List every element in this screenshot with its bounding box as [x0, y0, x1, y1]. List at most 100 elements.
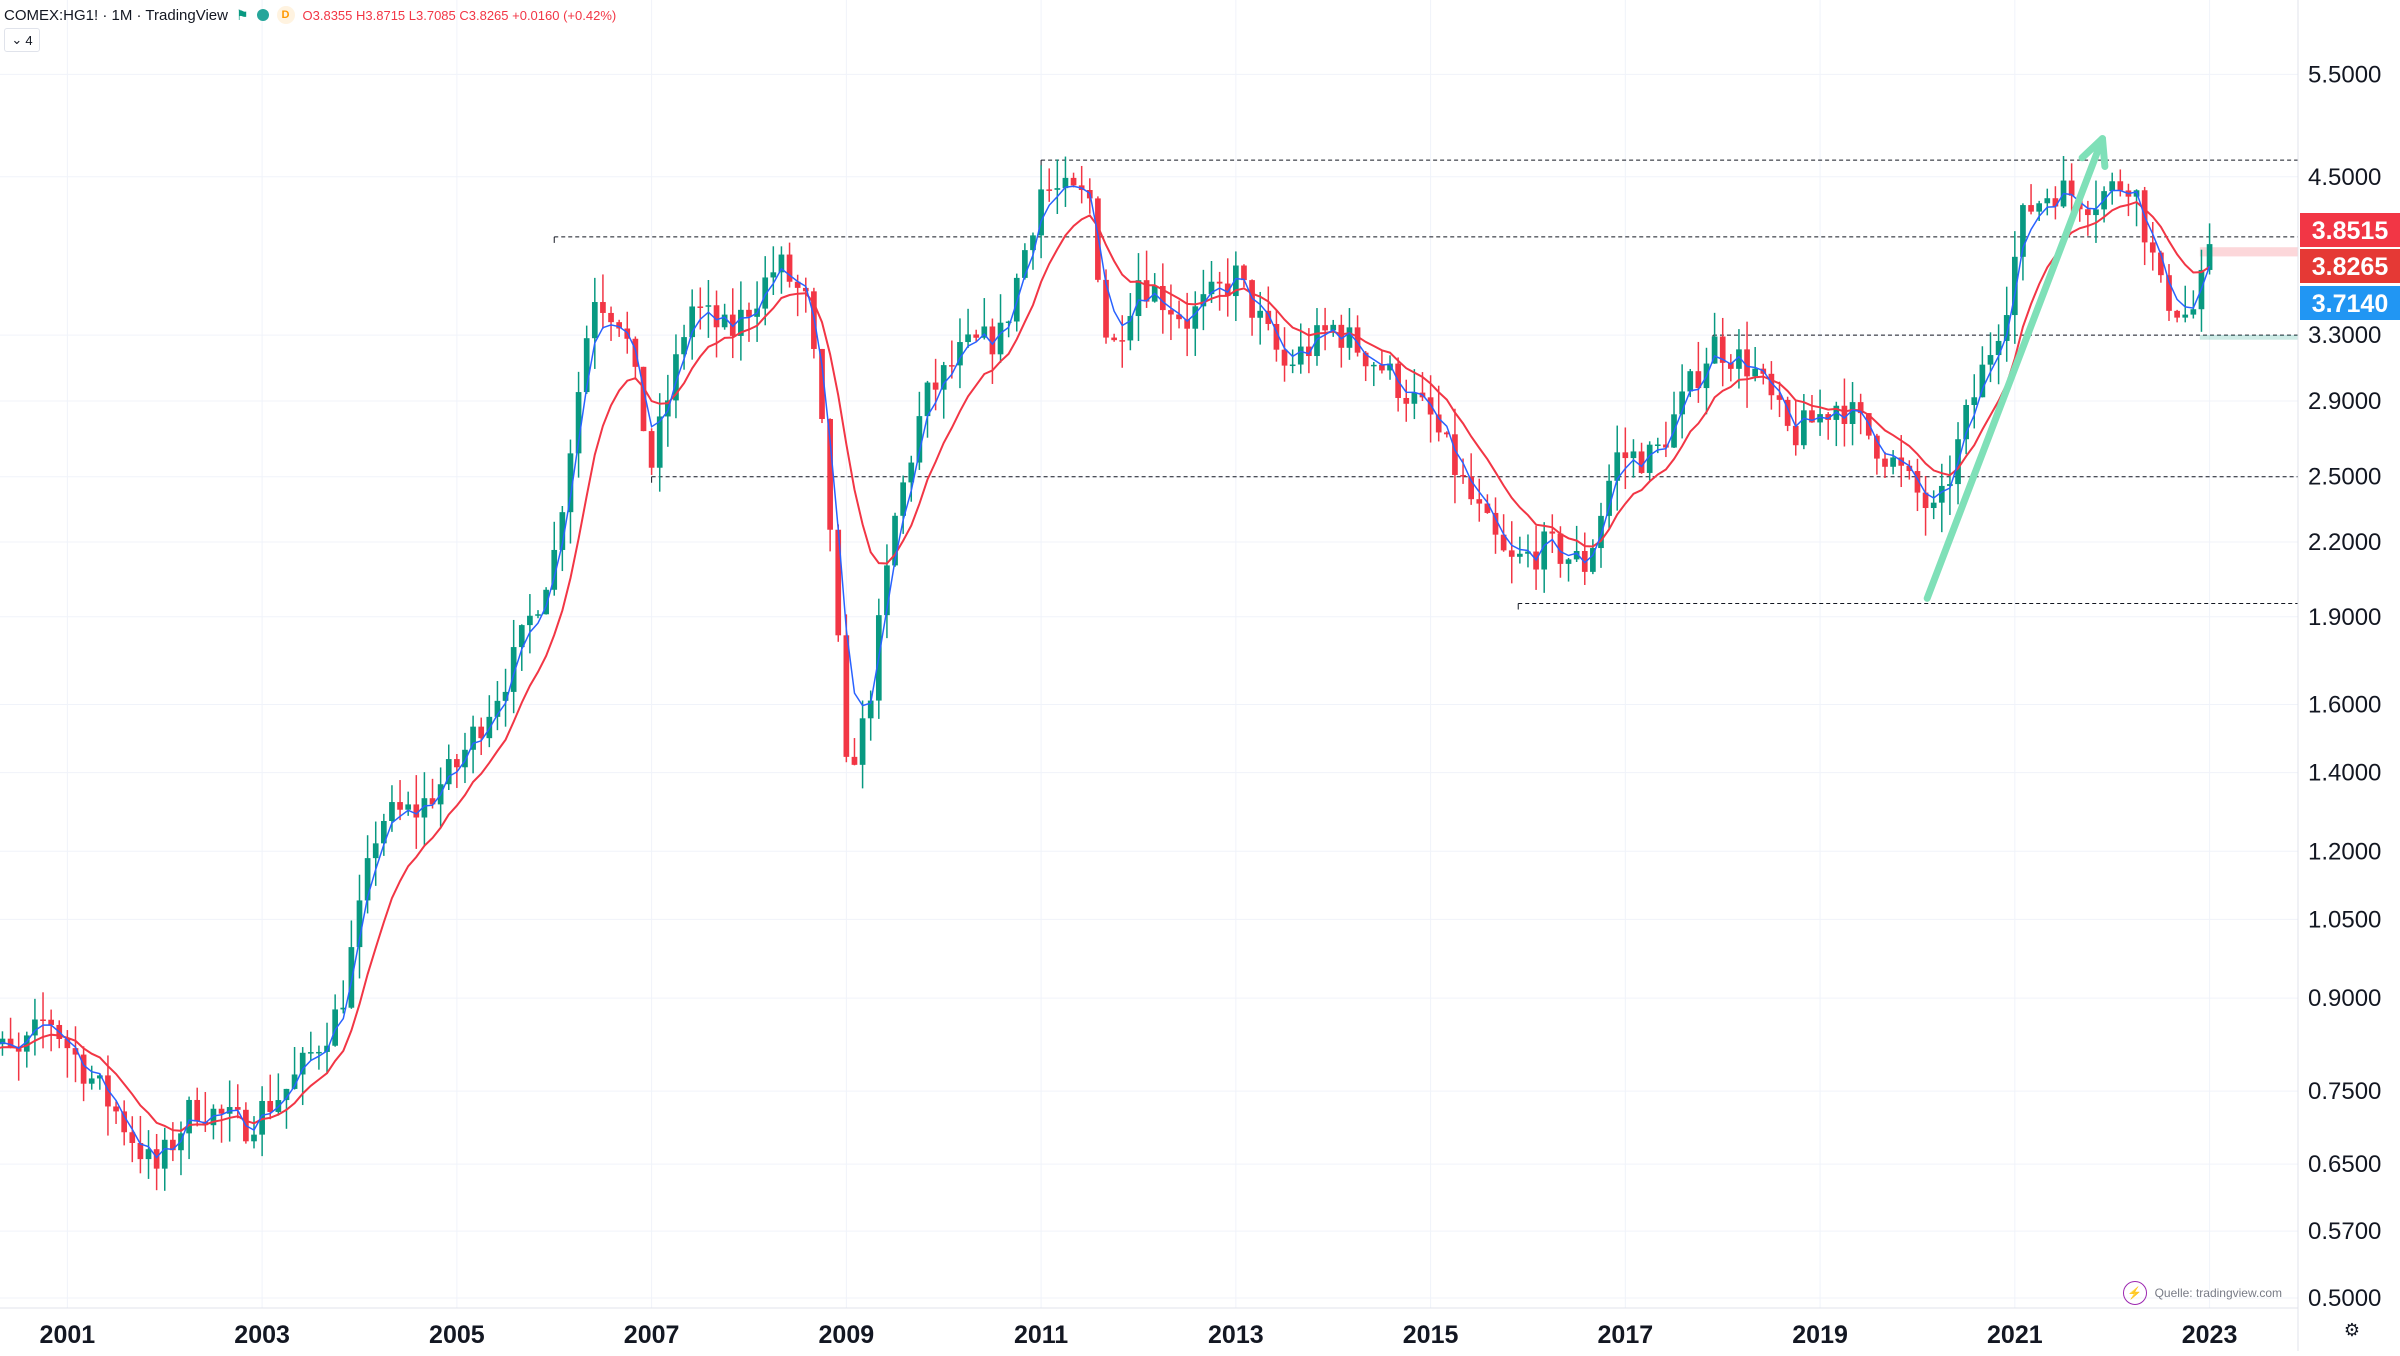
candle-body	[1370, 364, 1377, 367]
candle-body	[251, 1134, 257, 1142]
candle-body	[454, 759, 460, 768]
candle-body	[786, 254, 793, 282]
ma-slow-line	[0, 200, 2211, 1132]
flag-icon[interactable]: ⚑	[235, 6, 249, 23]
x-tick-label: 2019	[1792, 1321, 1848, 1349]
candle-body	[1346, 327, 1353, 348]
candle-body	[770, 272, 777, 278]
lightning-icon[interactable]: ⚡	[2122, 1281, 2147, 1305]
candle-body	[1233, 265, 1239, 297]
x-tick-label: 2003	[234, 1321, 290, 1349]
candle-body	[170, 1139, 176, 1151]
candle-body	[762, 277, 769, 309]
candle-body	[583, 338, 590, 393]
candle-body	[518, 625, 525, 648]
candle-body	[705, 305, 712, 307]
candle-body	[932, 382, 939, 390]
candle-body	[713, 305, 720, 328]
collapse-indicators-button[interactable]: ⌄ 4	[4, 28, 40, 52]
candle-body	[478, 726, 485, 739]
x-tick-label: 2011	[1014, 1321, 1068, 1349]
horizontal-levels[interactable]	[553, 159, 2298, 610]
candle-body	[851, 756, 858, 765]
candle-body	[746, 309, 752, 317]
gear-icon[interactable]: ⚙	[2343, 1320, 2360, 1340]
candle-body	[1727, 362, 1734, 369]
candle-body	[259, 1100, 265, 1135]
candles	[0, 156, 2213, 1191]
candle-body	[2085, 209, 2091, 216]
candle-body	[1565, 559, 1572, 564]
candle-body	[689, 306, 696, 338]
candle-body	[535, 614, 541, 616]
candle-body	[153, 1149, 160, 1169]
candle-body	[1849, 402, 1856, 424]
source-attribution: ⚡ Quelle: tradingview.com	[2122, 1281, 2282, 1305]
candle-body	[1987, 355, 1994, 365]
candle-body	[129, 1132, 136, 1143]
candle-body	[1443, 432, 1450, 435]
candle-body	[1736, 349, 1742, 369]
candle-body	[1038, 189, 1044, 236]
candle-body	[1598, 515, 1604, 549]
candle-body	[145, 1149, 152, 1160]
price-label: 3.8515	[2312, 217, 2389, 245]
candle-body	[1622, 452, 1629, 459]
trend-arrow[interactable]	[1923, 135, 2109, 602]
x-tick-label: 2017	[1598, 1321, 1654, 1349]
candle-body	[892, 515, 898, 566]
candle-body	[697, 306, 704, 308]
candle-body	[1403, 397, 1410, 404]
candle-body	[608, 312, 614, 323]
candle-body	[413, 804, 420, 818]
candle-body	[1938, 485, 1945, 503]
candle-body	[1898, 457, 1905, 466]
candle-body	[194, 1099, 201, 1122]
symbol-title[interactable]: COMEX:HG1! · 1M · TradingView	[4, 6, 228, 24]
y-tick-label: 0.6500	[2308, 1151, 2381, 1178]
candle-body	[1882, 458, 1888, 467]
y-tick-label: 1.6000	[2308, 691, 2381, 718]
candle-body	[575, 392, 582, 454]
candle-body	[1103, 279, 1109, 338]
candle-body	[1362, 352, 1369, 367]
y-tick-label: 4.5000	[2308, 164, 2381, 191]
candle-body	[1906, 465, 1913, 472]
candle-body	[859, 718, 866, 765]
candle-body	[1971, 397, 1978, 406]
candle-body	[721, 314, 728, 328]
candle-body	[283, 1088, 290, 1101]
candle-body	[794, 281, 801, 288]
y-tick-label: 2.9000	[2308, 388, 2381, 415]
candle-body	[1168, 310, 1174, 315]
candle-body	[559, 512, 566, 550]
candle-body	[1265, 310, 1272, 324]
candle-body	[924, 382, 931, 417]
chevron-down-icon: ⌄	[11, 32, 23, 47]
candle-body	[2174, 310, 2180, 318]
candle-body	[510, 647, 517, 692]
price-label-bg	[2300, 286, 2400, 320]
candle-body	[908, 462, 915, 483]
candle-body	[445, 759, 452, 785]
candle-body	[1135, 280, 1142, 317]
y-tick-label: 3.3000	[2308, 322, 2381, 349]
candle-body	[1297, 346, 1304, 365]
ma-fast-line	[0, 185, 2211, 1159]
candle-body	[1784, 399, 1791, 426]
y-tick-label: 0.7500	[2308, 1078, 2381, 1105]
candle-body	[843, 635, 850, 757]
candle-body	[502, 691, 509, 701]
candle-body	[1062, 177, 1069, 189]
candle-body	[2036, 203, 2043, 212]
candle-body	[1508, 550, 1515, 557]
candle-body	[1184, 319, 1191, 329]
candle-body	[1435, 414, 1442, 433]
candle-body	[1768, 373, 1775, 396]
candle-body	[867, 700, 874, 719]
candle-body	[1338, 324, 1345, 348]
candle-body	[1492, 512, 1499, 535]
